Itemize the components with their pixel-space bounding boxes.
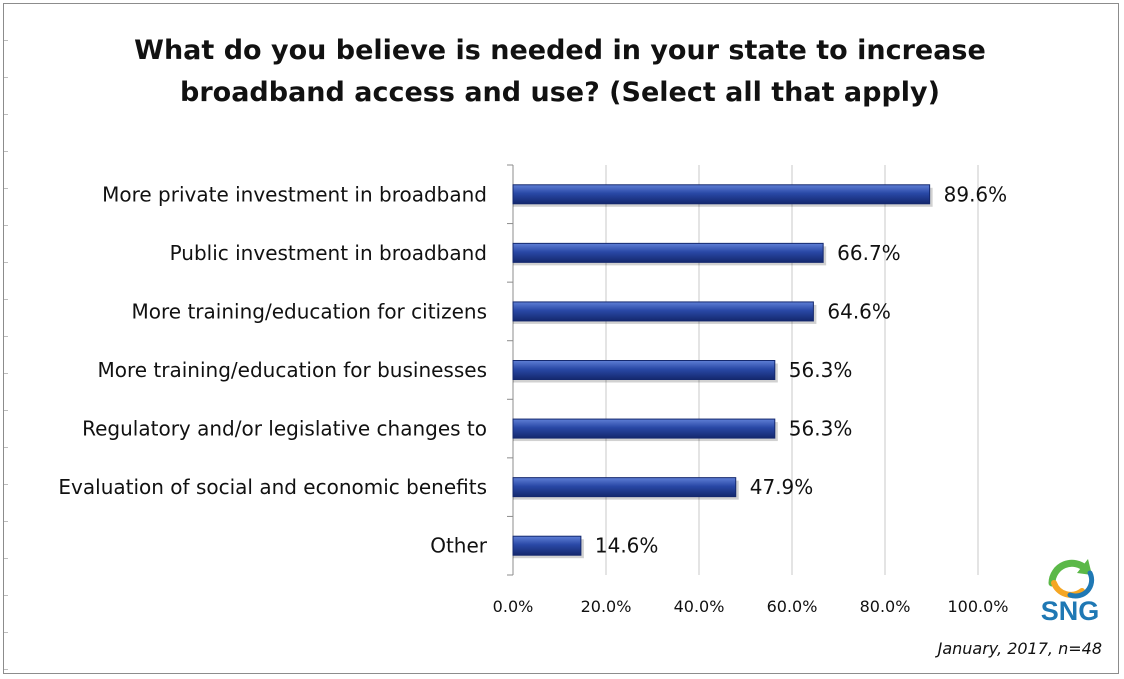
bar — [512, 418, 776, 439]
chart-frame — [3, 3, 1119, 674]
value-label: 47.9% — [750, 475, 814, 499]
x-tick-label: 20.0% — [581, 597, 632, 616]
category-label: More private investment in broadband — [102, 182, 487, 206]
bar — [512, 184, 931, 205]
value-label: 66.7% — [837, 241, 901, 265]
x-tick-label: 100.0% — [947, 597, 1008, 616]
x-tick-label: 40.0% — [674, 597, 725, 616]
category-label: Regulatory and/or legislative changes to — [82, 417, 487, 441]
category-label: Other — [430, 534, 488, 558]
footnote: January, 2017, n=48 — [937, 639, 1102, 658]
x-tick-label: 60.0% — [767, 597, 818, 616]
value-label: 64.6% — [827, 299, 891, 323]
value-label: 89.6% — [944, 182, 1008, 206]
value-label: 56.3% — [789, 358, 853, 382]
bar — [512, 360, 776, 380]
category-label: Public investment in broadband — [170, 241, 487, 265]
value-label: 14.6% — [595, 534, 659, 558]
chart-title-line-1: What do you believe is needed in your st… — [134, 35, 986, 66]
bar — [512, 301, 814, 322]
frame-edge-ticks — [4, 4, 8, 673]
value-label: 56.3% — [789, 417, 853, 441]
category-label: More training/education for citizens — [132, 299, 487, 323]
bar — [512, 242, 824, 263]
logo-text: SNG — [1040, 596, 1100, 626]
sng-logo-icon — [1048, 559, 1095, 599]
x-tick-label: 80.0% — [860, 597, 911, 616]
chart-title-line-2: broadband access and use? (Select all th… — [180, 77, 940, 108]
bar — [512, 477, 737, 498]
bar — [512, 535, 582, 556]
category-label: More training/education for businesses — [97, 358, 487, 382]
chart-title: What do you believe is needed in your st… — [60, 30, 1060, 114]
x-tick-label: 0.0% — [493, 597, 534, 616]
category-label: Evaluation of social and economic benefi… — [58, 475, 487, 499]
